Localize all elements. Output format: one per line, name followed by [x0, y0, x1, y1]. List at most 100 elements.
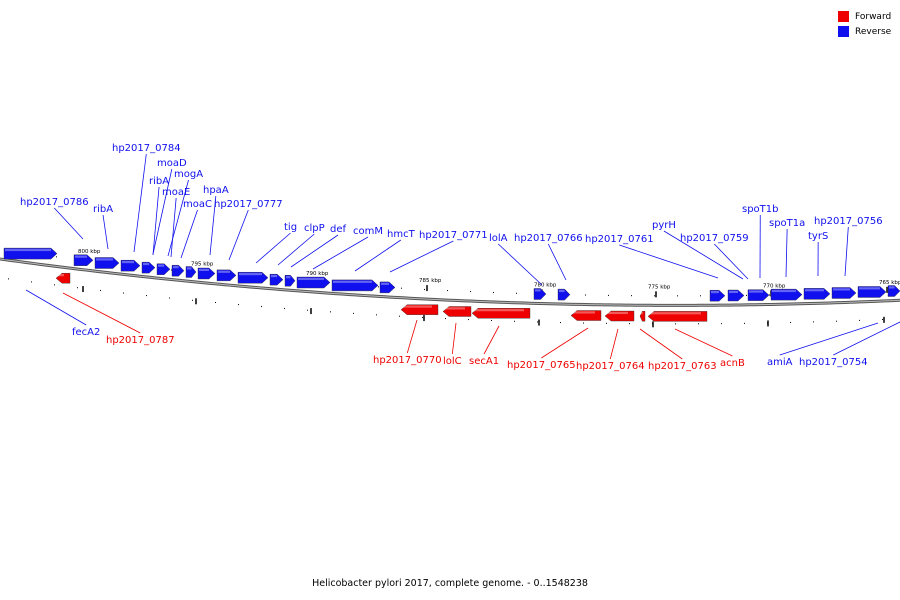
gene-arrow-shine	[572, 311, 595, 314]
minor-tick-top	[447, 290, 448, 292]
gene-arrow	[94, 257, 120, 269]
minor-tick-bottom	[261, 306, 262, 308]
gene-arrow	[216, 269, 237, 282]
minor-tick-bottom	[284, 307, 285, 309]
gene-label: hp2017_0759	[680, 233, 749, 244]
gene-arrow-shine	[381, 282, 389, 285]
gene-arrow	[284, 275, 296, 287]
minor-tick-bottom	[698, 323, 699, 325]
gene-arrow	[803, 288, 831, 300]
gene-leader-line	[833, 321, 900, 356]
gene-arrow-shine	[298, 277, 324, 281]
gene-leader-line	[406, 319, 418, 354]
gene-label: mogA	[174, 169, 203, 180]
gene-label: moaD	[157, 158, 187, 169]
gene-leader-line	[547, 243, 567, 281]
genome-caption: Helicobacter pylori 2017, complete genom…	[312, 578, 588, 589]
gene-arrow	[197, 267, 216, 280]
minor-tick-bottom	[514, 320, 515, 322]
minor-tick-bottom	[353, 312, 354, 314]
gene-label: ribA	[149, 176, 169, 187]
gene-arrow-shine	[833, 288, 850, 291]
gene-arrow-shine	[218, 270, 230, 273]
minor-tick-bottom	[675, 323, 676, 325]
minor-tick-top	[516, 292, 517, 294]
gene-leader-line	[541, 327, 589, 359]
tick-label: 795 kbp	[191, 261, 214, 267]
gene-label: hp2017_0770	[373, 355, 442, 366]
gene-arrow-shine	[535, 289, 541, 292]
gene-label: lolA	[489, 233, 508, 244]
gene-arrow	[120, 259, 141, 272]
gene-leader-line	[152, 168, 173, 255]
minor-tick-bottom	[629, 323, 630, 325]
minor-tick-top	[470, 291, 471, 293]
gene-arrow-shine	[187, 267, 192, 270]
tick-label: 785 kbp	[419, 278, 442, 284]
gene-label: comM	[353, 226, 383, 237]
minor-tick-bottom	[491, 319, 492, 321]
gene-arrow	[185, 266, 197, 278]
gene-arrow	[709, 289, 726, 302]
gene-arrow	[400, 304, 439, 315]
minor-tick-bottom	[721, 323, 722, 325]
gene-label: acnB	[720, 358, 745, 369]
gene-arrow	[141, 261, 156, 274]
gene-arrow	[331, 279, 379, 292]
legend-forward: Forward	[838, 9, 891, 24]
minor-tick-bottom	[146, 295, 147, 297]
gene-arrow	[442, 306, 472, 317]
gene-arrow-shine	[559, 289, 565, 293]
gene-leader-line	[674, 328, 733, 357]
minor-tick-bottom	[445, 318, 446, 320]
gene-leader-line	[609, 328, 619, 360]
gene-arrow	[73, 254, 94, 266]
gene-leader-line	[639, 328, 683, 360]
minor-tick-bottom	[836, 320, 837, 322]
gene-arrow	[831, 287, 857, 299]
minor-tick-bottom	[77, 287, 78, 289]
tick-label: 770 kbp	[763, 283, 786, 289]
gene-arrow	[3, 247, 58, 260]
gene-label: spoT1a	[769, 218, 805, 229]
gene-label: moaC	[183, 199, 212, 210]
minor-tick-top	[654, 295, 655, 297]
gene-arrow	[296, 276, 331, 289]
legend-reverse-label: Reverse	[855, 26, 892, 37]
gene-arrow	[379, 281, 396, 294]
minor-tick-bottom	[537, 321, 538, 323]
gene-label: hp2017_0787	[106, 335, 175, 346]
gene-arrow	[55, 273, 71, 284]
gene-label: tyrS	[808, 231, 828, 242]
gene-leader-line	[312, 236, 369, 270]
gene-label: clpP	[304, 223, 325, 234]
minor-tick-bottom	[307, 309, 308, 311]
minor-tick-bottom	[560, 322, 561, 324]
minor-tick-top	[746, 294, 747, 296]
minor-tick-top	[493, 291, 494, 293]
gene-label: ribA	[93, 204, 113, 215]
gene-leader-line	[209, 195, 217, 256]
gene-leader-line	[844, 226, 849, 277]
gene-arrow-shine	[75, 255, 87, 258]
gene-leader-line	[62, 292, 141, 334]
gene-leader-line	[779, 322, 879, 356]
minor-tick-bottom	[376, 314, 377, 316]
gene-labels: hp2017_0786 ribA hp2017_0784 moaD ribA mogA mo…	[20, 143, 900, 372]
gene-leader-line	[290, 234, 339, 268]
gene-label: hp2017_0784	[112, 143, 181, 154]
minor-tick-bottom	[606, 322, 607, 324]
minor-tick-bottom	[790, 321, 791, 323]
gene-leader-line	[497, 243, 543, 286]
gene-leader-line	[354, 239, 402, 272]
gene-label: fecA2	[72, 327, 100, 338]
gene-arrow	[857, 286, 887, 298]
gene-arrow	[887, 285, 900, 297]
gene-leader-line	[102, 214, 109, 250]
gene-arrow-shine	[444, 307, 465, 310]
gene-label: lolC	[443, 356, 462, 367]
gene-arrow-shine	[173, 266, 179, 269]
gene-label: amiA	[767, 357, 793, 368]
minor-tick-bottom	[652, 323, 653, 325]
gene-arrow-shine	[772, 289, 796, 293]
